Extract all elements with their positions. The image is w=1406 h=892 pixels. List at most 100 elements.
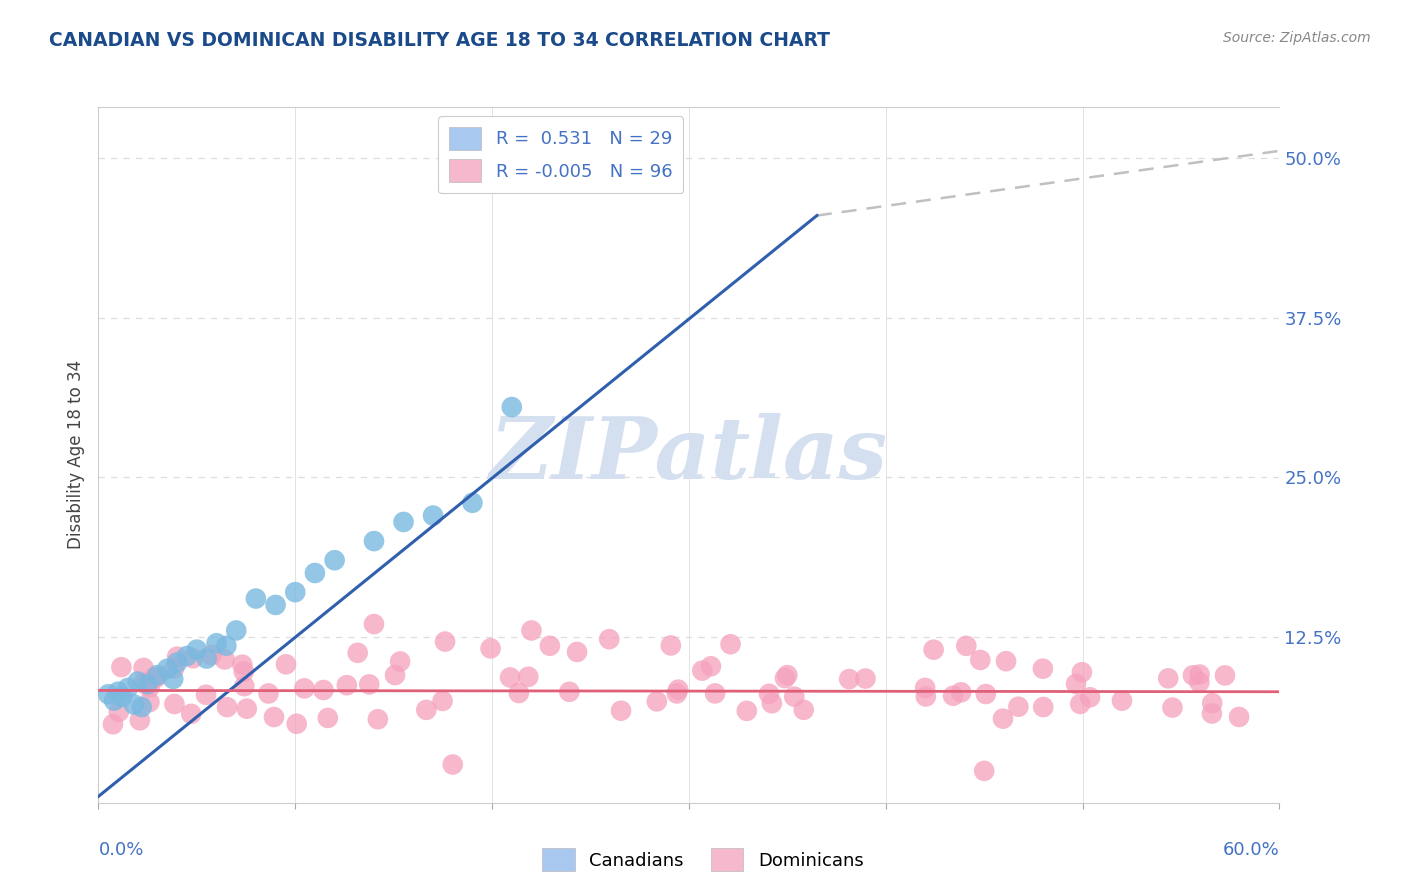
Point — [139, 680, 162, 694]
Text: ZIPatlas: ZIPatlas — [489, 413, 889, 497]
Point — [274, 657, 297, 672]
Point — [520, 624, 543, 638]
Point — [914, 690, 936, 704]
Point — [1161, 700, 1184, 714]
Point — [598, 632, 620, 647]
Point — [499, 670, 522, 684]
Point — [336, 678, 359, 692]
Point — [1070, 665, 1092, 680]
Point — [359, 677, 381, 691]
Point — [1157, 671, 1180, 685]
Point — [142, 671, 165, 685]
Point — [132, 661, 155, 675]
Point — [166, 656, 188, 670]
Point — [1007, 699, 1029, 714]
Point — [690, 664, 713, 678]
Point — [176, 648, 198, 663]
Point — [776, 668, 799, 682]
Point — [117, 681, 139, 695]
Point — [389, 655, 412, 669]
Point — [538, 639, 561, 653]
Point — [432, 694, 454, 708]
Point — [312, 683, 335, 698]
Point — [758, 687, 780, 701]
Point — [838, 672, 860, 686]
Point — [1201, 706, 1223, 721]
Y-axis label: Disability Age 18 to 34: Disability Age 18 to 34 — [66, 360, 84, 549]
Point — [162, 672, 184, 686]
Point — [346, 646, 368, 660]
Point — [97, 687, 120, 701]
Point — [111, 690, 134, 704]
Point — [316, 711, 339, 725]
Point — [128, 714, 150, 728]
Point — [761, 696, 783, 710]
Point — [136, 677, 159, 691]
Point — [214, 652, 236, 666]
Point — [1064, 677, 1087, 691]
Point — [166, 649, 188, 664]
Legend: R =  0.531   N = 29, R = -0.005   N = 96: R = 0.531 N = 29, R = -0.005 N = 96 — [439, 116, 683, 194]
Point — [1201, 696, 1223, 710]
Point — [107, 684, 129, 698]
Point — [392, 515, 415, 529]
Point — [441, 757, 464, 772]
Legend: Canadians, Dominicans: Canadians, Dominicans — [536, 841, 870, 879]
Point — [610, 704, 633, 718]
Text: CANADIAN VS DOMINICAN DISABILITY AGE 18 TO 34 CORRELATION CHART: CANADIAN VS DOMINICAN DISABILITY AGE 18 … — [49, 31, 830, 50]
Point — [974, 687, 997, 701]
Point — [1227, 710, 1250, 724]
Point — [773, 671, 796, 685]
Point — [973, 764, 995, 778]
Point — [793, 703, 815, 717]
Point — [304, 566, 326, 580]
Point — [131, 700, 153, 714]
Text: Source: ZipAtlas.com: Source: ZipAtlas.com — [1223, 31, 1371, 45]
Point — [180, 706, 202, 721]
Point — [367, 712, 389, 726]
Point — [645, 694, 668, 708]
Point — [565, 645, 588, 659]
Point — [855, 672, 877, 686]
Point — [1181, 668, 1204, 682]
Point — [186, 642, 208, 657]
Point — [1069, 697, 1091, 711]
Point — [922, 642, 945, 657]
Point — [122, 698, 145, 712]
Point — [236, 701, 259, 715]
Point — [991, 712, 1014, 726]
Point — [200, 648, 222, 662]
Point — [146, 668, 169, 682]
Point — [384, 668, 406, 682]
Point — [942, 689, 965, 703]
Point — [558, 685, 581, 699]
Point — [479, 641, 502, 656]
Point — [415, 703, 437, 717]
Point — [285, 716, 308, 731]
Point — [1032, 700, 1054, 714]
Point — [700, 659, 723, 673]
Point — [1188, 675, 1211, 690]
Point — [257, 686, 280, 700]
Point — [665, 686, 688, 700]
Point — [292, 681, 315, 696]
Point — [195, 651, 218, 665]
Point — [107, 705, 129, 719]
Point — [181, 651, 204, 665]
Point — [231, 657, 253, 672]
Point — [783, 690, 806, 704]
Point — [1111, 694, 1133, 708]
Point — [461, 496, 484, 510]
Point — [138, 695, 160, 709]
Point — [232, 665, 254, 679]
Point — [735, 704, 758, 718]
Point — [914, 681, 936, 695]
Point — [163, 661, 186, 675]
Point — [132, 676, 155, 690]
Text: 0.0%: 0.0% — [98, 841, 143, 859]
Point — [323, 553, 346, 567]
Point — [233, 679, 256, 693]
Point — [195, 688, 218, 702]
Point — [245, 591, 267, 606]
Point — [955, 639, 977, 653]
